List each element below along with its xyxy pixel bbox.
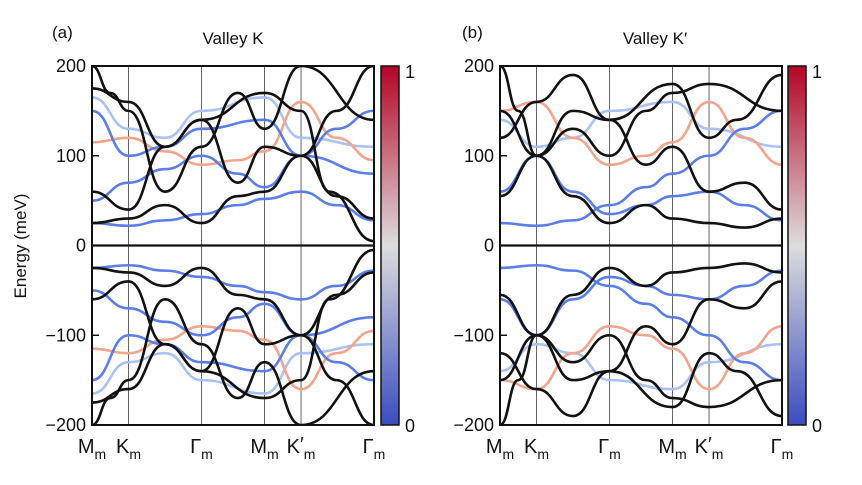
y-tick-label: −200 [453, 415, 494, 435]
bands-b [500, 66, 782, 425]
band-line-lightblue [500, 100, 782, 149]
band-line-lightblue [500, 342, 782, 391]
panel-title-b: Valley K′ [623, 29, 687, 48]
x-tick-label: K′m [287, 434, 316, 462]
x-tick-label: Γm [598, 436, 621, 462]
y-tick-label: 100 [464, 146, 494, 166]
x-tick-label: Mm [78, 436, 106, 462]
band-line-black [500, 351, 782, 418]
x-tick-label: Γm [363, 436, 386, 462]
y-tick-label: 0 [484, 236, 494, 256]
y-tick-label: −200 [45, 415, 86, 435]
colorbar-a [380, 65, 400, 426]
band-line-black [500, 262, 782, 337]
band-line-blue [500, 263, 782, 382]
band-line-black [92, 266, 374, 337]
band-line-black [92, 87, 374, 243]
colorbar-max-b: 1 [812, 62, 822, 82]
x-tick-label: Km [524, 436, 549, 462]
colorbar-min-b: 0 [812, 416, 822, 436]
x-tick-label: Γm [190, 436, 213, 462]
band-line-salmon [92, 100, 374, 167]
band-line-lightblue [92, 96, 374, 149]
band-line-black [92, 66, 374, 211]
panel-a: (a) Valley K 200 100 0 −100 −200 Mm Km Γm Mm K′m… [45, 23, 415, 462]
band-line-black [92, 280, 374, 425]
x-tick-label: K′m [695, 434, 724, 462]
band-line-salmon [92, 324, 374, 391]
band-line-blue [92, 109, 374, 202]
colorbar-min-a: 0 [405, 416, 415, 436]
y-tick-label: 100 [56, 146, 86, 166]
y-axis-label: Energy (meV) [11, 194, 30, 299]
band-line-black [92, 154, 374, 225]
band-line-blue [500, 109, 782, 228]
x-tick-label: Mm [250, 436, 278, 462]
panel-label-b: (b) [462, 23, 483, 42]
band-line-black [500, 280, 782, 382]
band-line-blue [92, 263, 374, 301]
x-ticks-a: Mm Km Γm Mm K′m Γm [78, 434, 386, 462]
band-line-black [500, 333, 782, 425]
y-tick-label: 0 [76, 236, 86, 256]
panel-b: (b) Valley K′ 200 100 0 −100 −200 Mm Km Γm Mm K′… [453, 23, 822, 462]
y-tick-label: −100 [453, 325, 494, 345]
panel-label-a: (a) [52, 23, 73, 42]
band-line-blue [92, 190, 374, 228]
x-tick-label: Mm [658, 436, 686, 462]
x-tick-label: Γm [771, 436, 794, 462]
x-tick-label: Km [116, 436, 141, 462]
y-ticks-b: 200 100 0 −100 −200 [453, 56, 507, 435]
colorbar-max-a: 1 [405, 62, 415, 82]
band-line-blue [92, 289, 374, 382]
x-tick-label: Mm [486, 436, 514, 462]
y-tick-label: 200 [464, 56, 494, 76]
x-ticks-b: Mm Km Γm Mm K′m Γm [486, 434, 794, 462]
band-line-lightblue [92, 342, 374, 395]
y-tick-label: −100 [45, 325, 86, 345]
panel-title-a: Valley K [202, 29, 264, 48]
y-ticks-a: 200 100 0 −100 −200 [45, 56, 99, 435]
bands-a [92, 66, 374, 425]
band-line-black [500, 109, 782, 211]
band-line-black [500, 73, 782, 140]
band-line-black [92, 248, 374, 404]
colorbar-b [787, 65, 807, 426]
band-line-black [500, 154, 782, 229]
y-tick-label: 200 [56, 56, 86, 76]
band-line-black [500, 66, 782, 158]
